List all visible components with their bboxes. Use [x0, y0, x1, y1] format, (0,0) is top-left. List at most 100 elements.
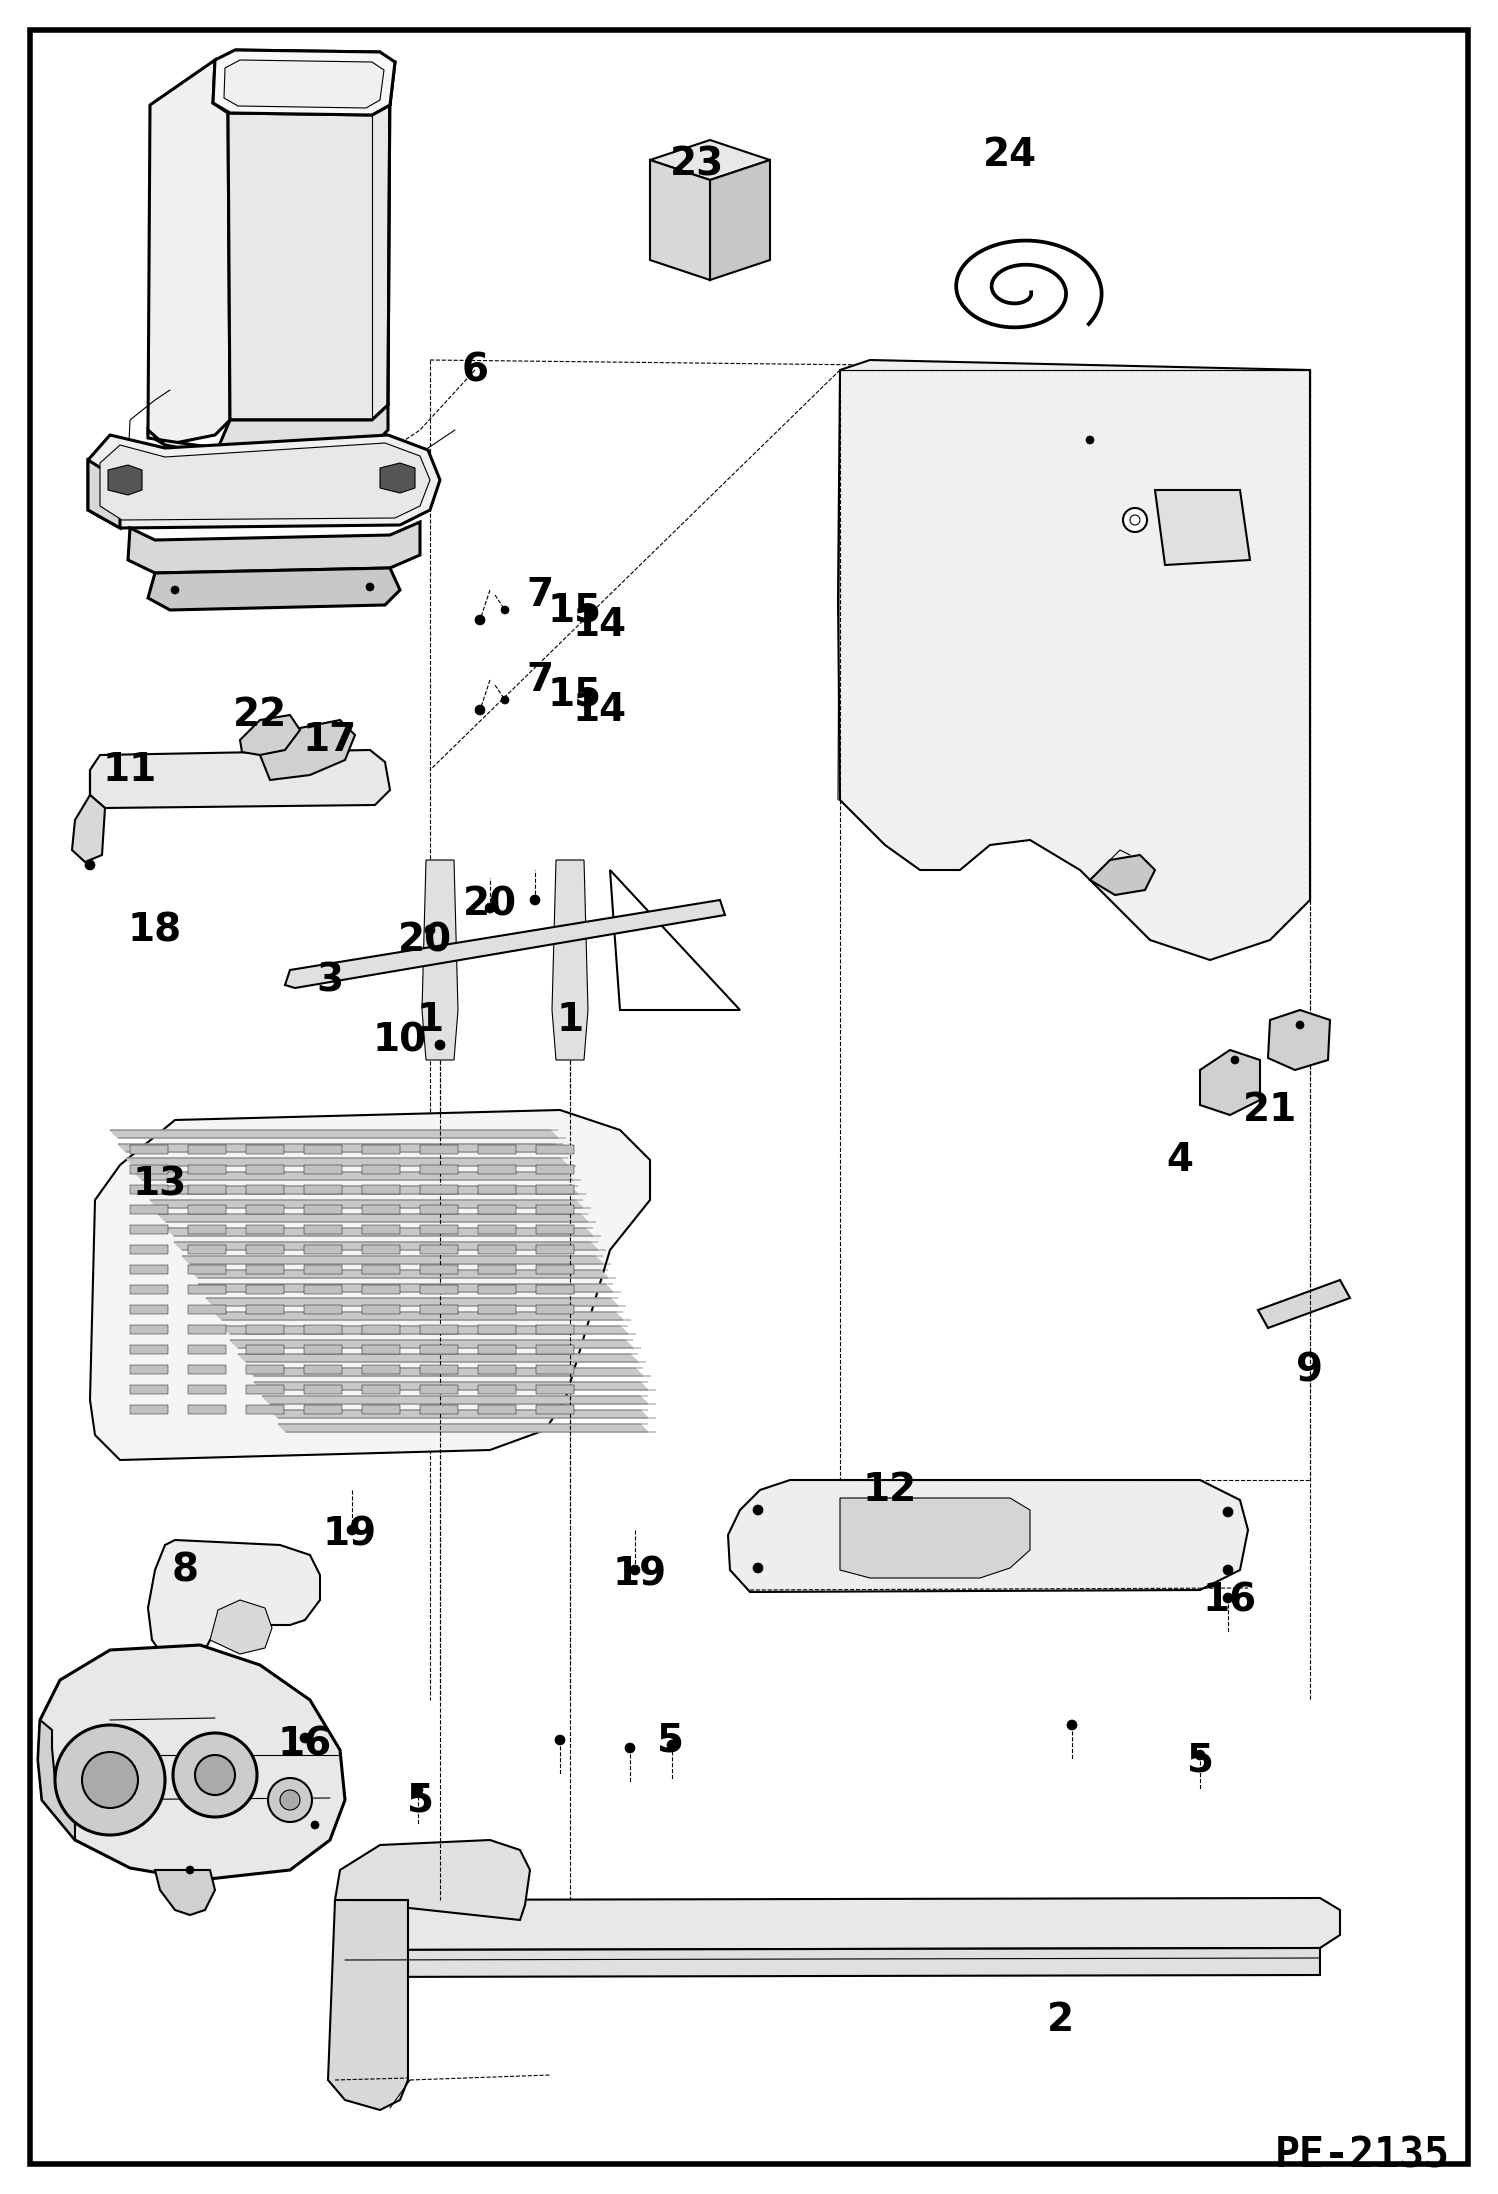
Bar: [304, 1286, 342, 1294]
Polygon shape: [88, 434, 440, 529]
Bar: [189, 1325, 226, 1334]
Bar: [363, 1305, 400, 1314]
Polygon shape: [210, 1599, 273, 1654]
Bar: [304, 1325, 342, 1334]
Polygon shape: [127, 522, 419, 573]
Polygon shape: [174, 1242, 598, 1251]
Bar: [130, 1404, 168, 1413]
Bar: [246, 1145, 285, 1154]
Text: 5: 5: [1186, 1742, 1213, 1779]
Circle shape: [554, 1735, 565, 1744]
Bar: [130, 1266, 168, 1275]
Polygon shape: [255, 1382, 649, 1391]
Bar: [246, 1185, 285, 1194]
Bar: [304, 1145, 342, 1154]
Bar: [304, 1224, 342, 1233]
Circle shape: [1231, 1055, 1239, 1064]
Polygon shape: [207, 1299, 619, 1305]
Bar: [419, 1286, 458, 1294]
Text: 14: 14: [572, 691, 628, 728]
Circle shape: [425, 926, 434, 935]
Polygon shape: [1267, 1009, 1330, 1071]
Bar: [189, 1205, 226, 1213]
Bar: [478, 1205, 515, 1213]
Circle shape: [312, 1821, 319, 1830]
Bar: [419, 1224, 458, 1233]
Bar: [536, 1224, 574, 1233]
Circle shape: [268, 1777, 312, 1821]
Circle shape: [348, 1525, 357, 1536]
Bar: [189, 1224, 226, 1233]
Bar: [130, 1384, 168, 1393]
Bar: [363, 1345, 400, 1354]
Polygon shape: [270, 1411, 649, 1417]
Bar: [363, 1224, 400, 1233]
Polygon shape: [228, 50, 395, 419]
Bar: [419, 1266, 458, 1275]
Polygon shape: [231, 1341, 634, 1347]
Bar: [189, 1244, 226, 1255]
Bar: [246, 1165, 285, 1174]
Polygon shape: [214, 1312, 623, 1321]
Bar: [478, 1404, 515, 1413]
Text: 1: 1: [416, 1000, 443, 1040]
Bar: [419, 1365, 458, 1373]
Circle shape: [280, 1790, 300, 1810]
Polygon shape: [261, 720, 355, 781]
Bar: [304, 1305, 342, 1314]
Bar: [246, 1305, 285, 1314]
Text: 8: 8: [171, 1551, 199, 1588]
Bar: [536, 1145, 574, 1154]
Text: 15: 15: [548, 590, 602, 630]
Polygon shape: [240, 715, 300, 755]
Polygon shape: [840, 1499, 1031, 1577]
Circle shape: [667, 1740, 677, 1751]
Polygon shape: [262, 1395, 649, 1404]
Polygon shape: [198, 1283, 613, 1292]
Text: 11: 11: [103, 750, 157, 790]
Text: 9: 9: [1296, 1352, 1324, 1389]
Bar: [130, 1145, 168, 1154]
Text: 14: 14: [572, 606, 628, 645]
Text: 12: 12: [863, 1470, 917, 1509]
Text: 17: 17: [303, 722, 357, 759]
Polygon shape: [150, 1200, 583, 1209]
Bar: [536, 1266, 574, 1275]
Circle shape: [475, 614, 485, 625]
Polygon shape: [336, 1841, 530, 1920]
Bar: [246, 1384, 285, 1393]
Bar: [189, 1404, 226, 1413]
Polygon shape: [90, 750, 389, 807]
Circle shape: [485, 904, 494, 913]
Text: 10: 10: [373, 1020, 427, 1060]
Polygon shape: [728, 1481, 1248, 1593]
Polygon shape: [551, 860, 589, 1060]
Bar: [189, 1305, 226, 1314]
Bar: [189, 1145, 226, 1154]
Bar: [419, 1165, 458, 1174]
Text: 4: 4: [1167, 1141, 1194, 1178]
Bar: [536, 1165, 574, 1174]
Text: 3: 3: [316, 961, 343, 998]
Bar: [419, 1404, 458, 1413]
Circle shape: [55, 1724, 165, 1834]
Bar: [130, 1325, 168, 1334]
Bar: [478, 1145, 515, 1154]
Bar: [478, 1165, 515, 1174]
Polygon shape: [837, 360, 1309, 961]
Circle shape: [82, 1753, 138, 1808]
Bar: [478, 1286, 515, 1294]
Bar: [419, 1244, 458, 1255]
Polygon shape: [109, 1130, 557, 1139]
Bar: [419, 1325, 458, 1334]
Polygon shape: [345, 1948, 1320, 1977]
Bar: [130, 1185, 168, 1194]
Bar: [130, 1305, 168, 1314]
Polygon shape: [1200, 1051, 1260, 1115]
Polygon shape: [1258, 1279, 1350, 1327]
Circle shape: [1195, 1751, 1204, 1760]
Bar: [536, 1325, 574, 1334]
Bar: [419, 1384, 458, 1393]
Circle shape: [1222, 1564, 1233, 1575]
Polygon shape: [118, 1143, 563, 1152]
